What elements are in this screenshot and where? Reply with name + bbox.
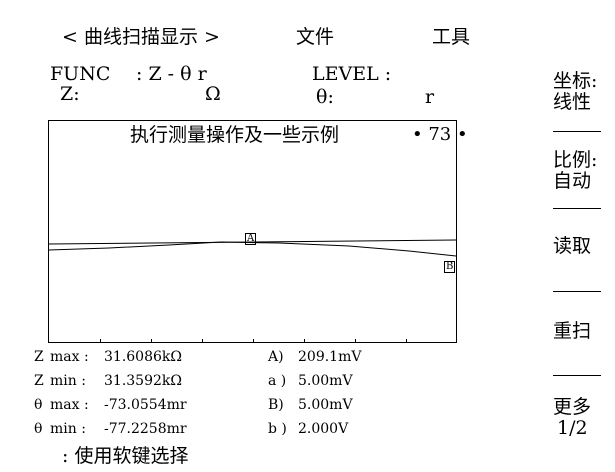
x-tick <box>253 339 254 343</box>
softkey-rescan[interactable]: 重扫 <box>553 321 615 342</box>
z-max-value: 31.6086kΩ <box>104 349 182 365</box>
stat-label: min : <box>50 373 86 389</box>
scale-value: • 73 • <box>412 124 468 145</box>
ohm-unit: Ω <box>205 83 221 105</box>
softkey-more-label: 更多 <box>553 396 592 418</box>
delta-b-value: 2.000V <box>298 421 349 437</box>
softkey-rescan-label: 重扫 <box>553 320 592 342</box>
softkey-coordinate[interactable]: 坐标: 线性 <box>553 71 615 113</box>
softkey-scale-label: 比例: <box>553 149 598 171</box>
theta-curve <box>49 239 456 245</box>
menu-tools[interactable]: 工具 <box>432 26 471 48</box>
delta-a-value: 5.00mV <box>298 373 353 389</box>
stat-symbol: Z <box>34 349 44 365</box>
x-tick <box>355 339 356 343</box>
func-value: : Z - θ r <box>136 63 207 85</box>
x-tick <box>406 339 407 343</box>
marker-a-value: 209.1mV <box>298 349 362 365</box>
marker-label: a ) <box>268 373 287 389</box>
softkey-divider <box>553 291 601 292</box>
softkey-scale[interactable]: 比例: 自动 <box>553 150 615 192</box>
stat-symbol: Z <box>34 373 44 389</box>
softkey-divider <box>553 131 601 132</box>
sweep-curves <box>49 239 456 257</box>
theta-max-value: -73.0554mr <box>104 397 187 413</box>
menu-file[interactable]: 文件 <box>296 26 335 48</box>
level-label: LEVEL : <box>312 63 392 85</box>
marker-label: B) <box>268 397 284 413</box>
stat-symbol: θ <box>34 397 43 413</box>
softkey-page-indicator: 1/2 <box>557 417 588 439</box>
softkey-read-label: 读取 <box>553 235 592 257</box>
z-min-value: 31.3592kΩ <box>104 373 182 389</box>
marker-b-value: 5.00mV <box>298 397 353 413</box>
x-tick <box>202 339 203 343</box>
softkey-divider <box>553 208 601 209</box>
softkey-more[interactable]: 更多 1/2 <box>553 397 615 439</box>
menu-title[interactable]: < 曲线扫描显示 > <box>62 26 220 48</box>
marker-label: b ) <box>268 421 287 437</box>
softkey-coordinate-label: 坐标: <box>553 70 598 92</box>
r-unit: r <box>425 86 435 108</box>
marker-label: A) <box>268 349 284 365</box>
softkey-coordinate-value: 线性 <box>553 91 592 113</box>
z-label: Z: <box>60 83 80 105</box>
stat-symbol: θ <box>34 421 43 437</box>
softkey-scale-value: 自动 <box>553 170 592 192</box>
stat-label: max : <box>50 397 89 413</box>
theta-label: θ: <box>316 86 334 108</box>
x-tick <box>100 339 101 343</box>
func-label: FUNC <box>50 63 111 85</box>
sweep-plot[interactable] <box>48 120 457 343</box>
hint-text: : 使用软键选择 <box>62 445 189 467</box>
softkey-divider <box>553 375 601 376</box>
stat-label: max : <box>50 349 89 365</box>
stat-label: min : <box>50 421 86 437</box>
x-tick <box>151 339 152 343</box>
status-message: 执行测量操作及一些示例 <box>130 124 340 146</box>
marker-b[interactable]: B <box>444 261 456 273</box>
softkey-read[interactable]: 读取 <box>553 236 615 257</box>
marker-a[interactable]: A <box>245 233 257 245</box>
x-tick <box>304 339 305 343</box>
theta-min-value: -77.2258mr <box>104 421 187 437</box>
